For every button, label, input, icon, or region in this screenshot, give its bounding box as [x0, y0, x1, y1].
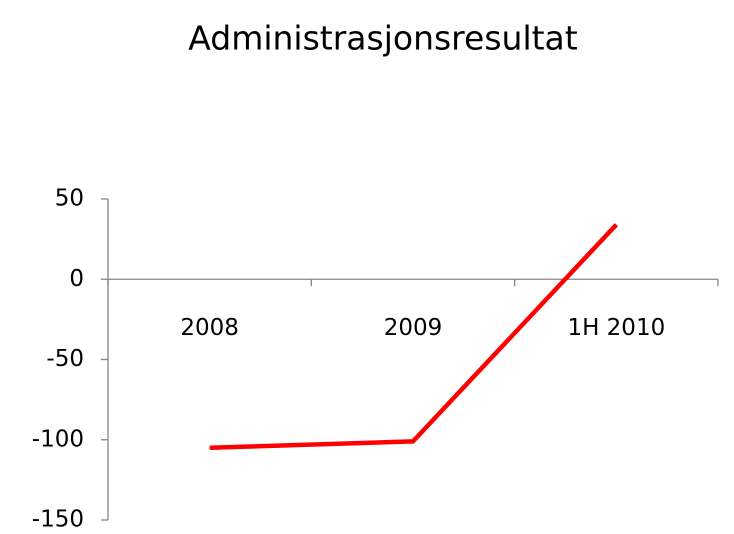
y-tick-label: 0 — [69, 266, 84, 292]
x-tick-label: 2008 — [180, 315, 239, 341]
y-tick-label: -150 — [32, 507, 84, 533]
y-tick-label: 50 — [55, 186, 84, 212]
x-tick-label: 1H 2010 — [567, 315, 665, 341]
y-tick-label: -100 — [32, 426, 84, 452]
line-series — [209, 223, 618, 451]
x-tick-label: 2009 — [384, 315, 443, 341]
chart-title: Administrasjonsresultat — [188, 19, 578, 58]
y-tick-label: -50 — [46, 346, 84, 372]
